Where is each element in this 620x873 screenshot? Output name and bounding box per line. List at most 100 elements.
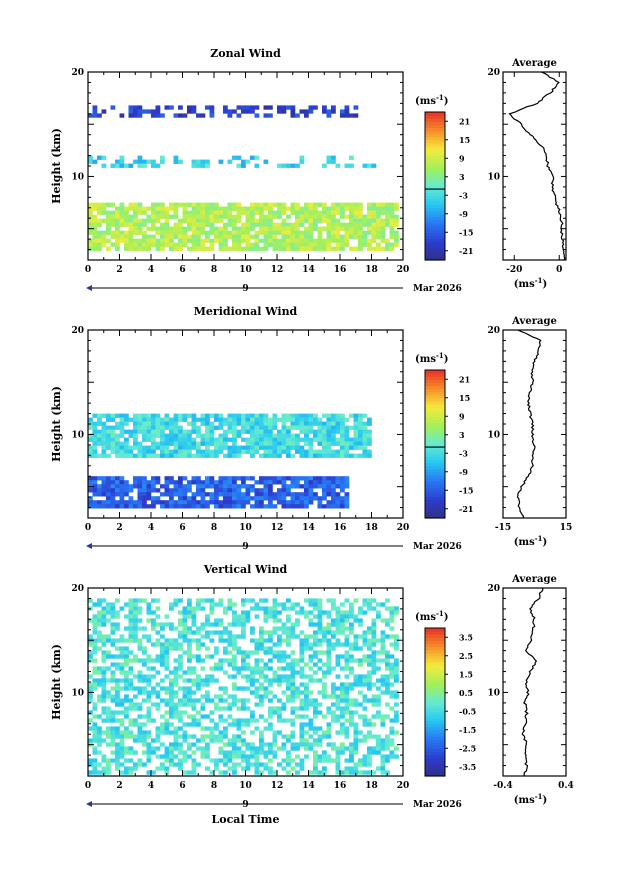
heatmap-cell [371, 670, 377, 675]
heatmap-cell [155, 453, 161, 458]
heatmap-cell [245, 654, 251, 659]
heatmap-cell [92, 766, 98, 771]
heatmap-cell [308, 453, 314, 458]
heatmap-cell [223, 626, 228, 631]
heatmap-cell [173, 113, 179, 118]
heatmap-cell [218, 206, 224, 211]
heatmap-cell [223, 698, 228, 703]
heatmap-cell [367, 758, 372, 763]
heatmap-cell [110, 710, 116, 715]
heatmap-cell [376, 694, 381, 699]
heatmap-cell [308, 610, 314, 615]
heatmap-cell [218, 492, 224, 497]
heatmap-cell [389, 690, 395, 695]
heatmap-cell [169, 500, 174, 505]
heatmap-cell [389, 726, 395, 731]
heatmap-cell [331, 109, 336, 114]
heatmap-cell [92, 730, 98, 735]
heatmap-cell [362, 222, 368, 227]
heatmap-cell [353, 218, 359, 223]
heatmap-cell [191, 638, 197, 643]
heatmap-cell [155, 417, 161, 422]
heatmap-cell [151, 658, 156, 663]
colorbar-frame [424, 111, 446, 261]
heatmap-cell [173, 626, 179, 631]
heatmap-cell [340, 706, 345, 711]
heatmap-cell [335, 437, 341, 442]
heatmap-cell [272, 750, 278, 755]
heatmap-cell [128, 686, 134, 691]
heatmap-cell [349, 758, 354, 763]
heatmap-cell [389, 246, 395, 251]
heatmap-cell [331, 606, 336, 611]
heatmap-cell [340, 722, 345, 727]
heatmap-cell [200, 437, 206, 442]
heatmap-cell [164, 476, 170, 481]
heatmap-cell [173, 230, 179, 235]
heatmap-cell [304, 702, 309, 707]
heatmap-cell [232, 441, 237, 446]
heatmap-cell [241, 626, 246, 631]
heatmap-cell [380, 770, 386, 775]
heatmap-cell [169, 694, 174, 699]
heatmap-cell [362, 714, 368, 719]
heatmap-cell [115, 622, 120, 627]
heatmap-cell [128, 214, 134, 219]
heatmap-cell [344, 766, 350, 771]
heatmap-cell [371, 770, 377, 775]
heatmap-cell [187, 234, 192, 239]
heatmap-cell [164, 622, 170, 627]
heatmap-cell [115, 226, 120, 231]
heatmap-cell [205, 429, 210, 434]
x-tick-label: 10 [239, 523, 252, 533]
heatmap-cell [191, 690, 197, 695]
colorbar-segment [425, 683, 445, 688]
heatmap-cell [371, 598, 377, 603]
heatmap-cell [164, 770, 170, 775]
heatmap-cell [182, 626, 188, 631]
heatmap-cell [218, 476, 224, 481]
heatmap-cell [331, 602, 336, 607]
heatmap-cell [344, 638, 350, 643]
heatmap-cell [200, 496, 206, 501]
heatmap-cell [281, 246, 287, 251]
heatmap-cell [124, 500, 129, 505]
heatmap-cell [272, 445, 278, 450]
heatmap-cell [227, 492, 233, 497]
heatmap-cell [214, 484, 219, 489]
heatmap-cell [160, 441, 165, 446]
heatmap-cell [92, 238, 98, 243]
heatmap-cell [367, 433, 372, 438]
heatmap-cell [223, 658, 228, 663]
heatmap-cell [295, 445, 300, 450]
heatmap-cell [259, 441, 264, 446]
heatmap-cell [146, 730, 152, 735]
heatmap-cell [227, 602, 233, 607]
heatmap-cell [290, 476, 296, 481]
heatmap-cell [268, 698, 273, 703]
heatmap-cell [259, 413, 264, 418]
heatmap-cell [254, 421, 260, 426]
heatmap-cell [97, 238, 102, 243]
heatmap-cell [344, 433, 350, 438]
heatmap-cell [173, 670, 179, 675]
heatmap-cell [101, 437, 107, 442]
heatmap-cell [362, 163, 368, 168]
colorbar-segment [425, 145, 445, 150]
heatmap-cell [254, 242, 260, 247]
heatmap-cell [110, 726, 116, 731]
heatmap-cell [101, 476, 107, 481]
heatmap-cell [254, 246, 260, 251]
heatmap-cell [92, 642, 98, 647]
x-tick-label: 8 [211, 265, 217, 275]
heatmap-cell [214, 706, 219, 711]
heatmap-cell [326, 113, 332, 118]
colorbar-segment [425, 456, 445, 461]
heatmap-cell [133, 105, 138, 110]
heatmap-cell [326, 429, 332, 434]
heatmap-cell [308, 726, 314, 731]
heatmap-cell [295, 500, 300, 505]
heatmap-cell [295, 226, 300, 231]
heatmap-cell [263, 630, 269, 635]
heatmap-cell [164, 242, 170, 247]
